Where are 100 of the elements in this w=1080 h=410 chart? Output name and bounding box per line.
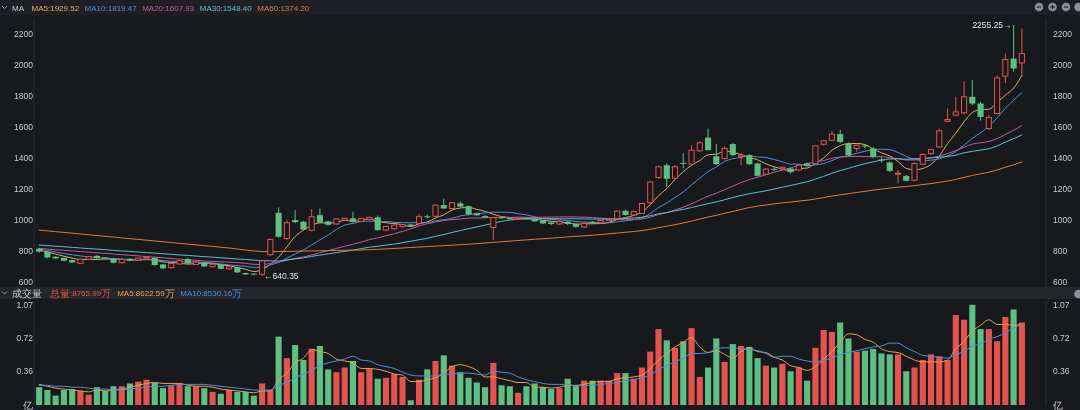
bar bbox=[209, 391, 216, 405]
bar bbox=[192, 386, 200, 405]
bar bbox=[812, 347, 819, 405]
candlestick bbox=[1018, 28, 1025, 78]
y-tick-label: 1000 bbox=[14, 215, 34, 226]
chart-title: MA bbox=[12, 3, 25, 12]
bar bbox=[531, 383, 538, 405]
candlestick bbox=[771, 166, 778, 172]
bar bbox=[771, 367, 778, 405]
bar bbox=[655, 329, 662, 405]
bar bbox=[705, 367, 712, 405]
bar bbox=[217, 393, 224, 405]
bar bbox=[961, 319, 968, 405]
text: MA10:1819.47 bbox=[84, 3, 138, 12]
bar bbox=[250, 395, 257, 405]
bar bbox=[647, 351, 654, 405]
bar bbox=[630, 378, 637, 405]
bar bbox=[382, 377, 390, 405]
bar bbox=[861, 350, 869, 405]
text: 总量:8765.99万 bbox=[49, 287, 112, 299]
y-tick-label: 600 bbox=[18, 277, 34, 288]
candlestick bbox=[812, 145, 819, 166]
y-tick-label: 1200 bbox=[14, 184, 34, 195]
bar bbox=[738, 345, 745, 405]
bar bbox=[845, 338, 852, 405]
bar bbox=[787, 371, 794, 405]
y-tick-label: 0.36 bbox=[16, 366, 34, 377]
bar bbox=[795, 367, 802, 405]
bar bbox=[572, 385, 579, 405]
bar bbox=[415, 379, 423, 405]
y2-tick-label: 800 bbox=[1053, 246, 1068, 257]
candlestick bbox=[349, 211, 356, 223]
text: MA5:1929.52 bbox=[31, 3, 80, 12]
text: MA60:1374.20 bbox=[257, 3, 310, 12]
y2-tick-label: 1400 bbox=[1053, 152, 1073, 163]
bar bbox=[44, 390, 51, 405]
annotation: ←640.35 bbox=[264, 271, 299, 282]
bar bbox=[911, 367, 918, 405]
y2-tick-label: 600 bbox=[1053, 277, 1068, 288]
bar bbox=[680, 341, 687, 405]
bar bbox=[374, 378, 381, 405]
candlestick bbox=[1002, 52, 1009, 84]
text: MA5:8622.59万 bbox=[117, 287, 175, 299]
candlestick bbox=[316, 207, 323, 224]
bar bbox=[85, 394, 92, 405]
bar bbox=[36, 387, 43, 405]
bar bbox=[399, 376, 406, 405]
text: MA20:1607.93 bbox=[142, 3, 195, 12]
bar bbox=[754, 358, 761, 405]
bar bbox=[424, 369, 431, 405]
y-tick-label: 2200 bbox=[14, 28, 34, 39]
annotation: 2255.25→ bbox=[972, 19, 1012, 30]
bar bbox=[440, 355, 447, 405]
candlestick bbox=[738, 152, 745, 166]
y2-tick-label: 1200 bbox=[1053, 184, 1073, 195]
text: MA30:1548.40 bbox=[199, 3, 253, 12]
bar bbox=[300, 360, 307, 405]
candlestick bbox=[292, 209, 299, 224]
bar bbox=[804, 380, 811, 405]
bar bbox=[523, 386, 530, 405]
bar bbox=[283, 358, 290, 405]
bar bbox=[820, 330, 827, 405]
y-tick-label: 800 bbox=[18, 246, 34, 257]
candlestick bbox=[275, 206, 282, 239]
bar bbox=[498, 385, 505, 405]
bar bbox=[663, 340, 670, 405]
candlestick bbox=[490, 216, 497, 241]
y2-tick-label: 亿 bbox=[1052, 399, 1063, 410]
bar bbox=[671, 347, 679, 405]
y2-tick-label: 0.72 bbox=[1053, 332, 1070, 343]
bar bbox=[713, 338, 720, 405]
bar bbox=[779, 363, 786, 405]
bar bbox=[201, 388, 208, 405]
bar bbox=[482, 387, 489, 405]
y-tick-label: 1600 bbox=[14, 121, 34, 132]
bar bbox=[696, 376, 703, 405]
bar bbox=[184, 386, 191, 405]
candlestick bbox=[961, 80, 968, 115]
y2-tick-label: 1600 bbox=[1053, 121, 1073, 132]
bar bbox=[944, 360, 951, 405]
bar bbox=[333, 372, 340, 405]
bar bbox=[870, 348, 877, 405]
bar bbox=[837, 322, 844, 405]
bar bbox=[688, 328, 695, 405]
bar bbox=[159, 388, 167, 405]
bar bbox=[407, 400, 414, 405]
bar bbox=[473, 382, 480, 405]
bar bbox=[292, 345, 299, 405]
candlestick bbox=[93, 254, 100, 260]
candlestick bbox=[713, 143, 720, 166]
bar bbox=[308, 348, 315, 405]
bar bbox=[746, 346, 753, 405]
bar bbox=[952, 315, 959, 405]
bar bbox=[762, 365, 769, 405]
bar bbox=[52, 395, 59, 405]
bar bbox=[234, 391, 241, 405]
y-tick-label: 0.72 bbox=[16, 332, 34, 343]
bar bbox=[325, 369, 332, 405]
bar bbox=[539, 387, 546, 405]
bar bbox=[448, 365, 456, 405]
